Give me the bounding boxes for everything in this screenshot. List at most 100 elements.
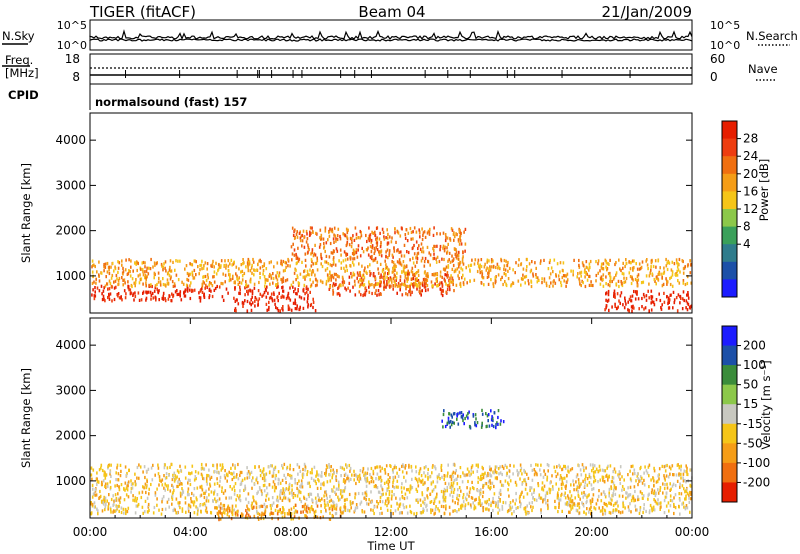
scatter-cell bbox=[463, 230, 465, 234]
scatter-cell bbox=[337, 480, 340, 484]
scatter-cell bbox=[252, 260, 255, 264]
scatter-cell bbox=[663, 511, 666, 515]
scatter-cell bbox=[141, 261, 144, 265]
scatter-cell bbox=[420, 474, 423, 478]
scatter-cell bbox=[298, 307, 300, 312]
scatter-cell bbox=[306, 269, 309, 273]
scatter-cell bbox=[393, 486, 396, 490]
scatter-cell bbox=[302, 306, 305, 310]
scatter-cell bbox=[208, 474, 211, 478]
scatter-cell bbox=[551, 485, 554, 489]
scatter-cell bbox=[303, 462, 306, 466]
scatter-cell bbox=[123, 278, 126, 282]
scatter-cell bbox=[650, 506, 653, 510]
scatter-cell bbox=[593, 476, 596, 480]
scatter-cell bbox=[171, 483, 173, 487]
scatter-cell bbox=[534, 470, 537, 474]
scatter-cell bbox=[97, 480, 100, 484]
scatter-cell bbox=[386, 283, 389, 287]
scatter-cell bbox=[610, 486, 613, 491]
scatter-cell bbox=[461, 276, 463, 280]
scatter-cell bbox=[156, 487, 158, 491]
scatter-cell bbox=[205, 476, 208, 480]
scatter-cell bbox=[307, 492, 310, 497]
scatter-cell bbox=[149, 267, 152, 271]
scatter-cell bbox=[445, 235, 447, 239]
scatter-cell bbox=[405, 479, 407, 483]
scatter-cell bbox=[670, 467, 672, 471]
scatter-cell bbox=[244, 487, 246, 491]
scatter-cell bbox=[333, 470, 335, 474]
scatter-cell bbox=[161, 483, 164, 487]
scatter-cell bbox=[660, 307, 663, 311]
scatter-cell bbox=[310, 492, 313, 496]
scatter-cell bbox=[446, 273, 448, 277]
scatter-cell bbox=[234, 299, 237, 303]
scatter-cell bbox=[162, 265, 164, 269]
scatter-cell bbox=[415, 240, 418, 244]
scatter-cell bbox=[351, 261, 354, 265]
scatter-cell bbox=[221, 514, 224, 518]
scatter-cell bbox=[202, 275, 204, 279]
scatter-cell bbox=[357, 280, 360, 284]
scatter-cell bbox=[408, 490, 411, 494]
scatter-cell bbox=[346, 268, 348, 273]
scatter-cell bbox=[423, 501, 426, 505]
scatter-cell bbox=[296, 510, 299, 514]
scatter-cell bbox=[156, 497, 158, 501]
scatter-cell bbox=[396, 479, 399, 483]
scatter-cell bbox=[434, 273, 436, 277]
scatter-cell bbox=[193, 500, 196, 504]
scatter-cell bbox=[336, 292, 339, 296]
scatter-cell bbox=[349, 289, 351, 293]
scatter-cell bbox=[406, 488, 408, 492]
scatter-cell bbox=[442, 246, 444, 250]
scatter-cell bbox=[642, 292, 645, 297]
scatter-cell bbox=[336, 234, 339, 238]
scatter-cell bbox=[580, 473, 583, 477]
scatter-cell bbox=[255, 506, 258, 510]
scatter-cell bbox=[287, 257, 289, 262]
scatter-cell bbox=[121, 263, 123, 267]
scatter-cell bbox=[396, 502, 398, 506]
scatter-cell bbox=[686, 472, 689, 477]
scatter-cell bbox=[648, 485, 650, 489]
scatter-cell bbox=[270, 274, 272, 278]
scatter-cell bbox=[314, 253, 317, 257]
scatter-cell bbox=[322, 482, 325, 486]
scatter-cell bbox=[171, 497, 174, 501]
scatter-cell bbox=[583, 490, 585, 495]
scatter-cell bbox=[109, 472, 111, 476]
scatter-cell bbox=[449, 425, 451, 429]
scatter-cell bbox=[128, 288, 130, 292]
scatter-cell bbox=[680, 468, 682, 472]
scatter-cell bbox=[489, 472, 491, 476]
scatter-cell bbox=[468, 424, 471, 429]
scatter-cell bbox=[427, 467, 429, 472]
scatter-cell bbox=[316, 486, 319, 490]
scatter-cell bbox=[406, 284, 408, 288]
scatter-cell bbox=[412, 284, 414, 288]
scatter-cell bbox=[198, 291, 200, 295]
scatter-cell bbox=[104, 484, 106, 488]
scatter-cell bbox=[477, 476, 480, 480]
scatter-cell bbox=[110, 276, 113, 280]
scatter-cell bbox=[246, 504, 248, 508]
scatter-cell bbox=[91, 281, 94, 285]
scatter-cell bbox=[91, 495, 94, 499]
scatter-cell bbox=[348, 275, 351, 279]
scatter-cell bbox=[272, 276, 275, 281]
scatter-cell bbox=[370, 240, 373, 244]
scatter-cell bbox=[429, 253, 432, 257]
scatter-cell bbox=[624, 264, 626, 269]
scatter-cell bbox=[363, 292, 365, 296]
scatter-cell bbox=[584, 284, 587, 289]
colorbar-segment bbox=[722, 173, 737, 192]
scatter-cell bbox=[649, 503, 652, 508]
scatter-cell bbox=[159, 283, 162, 287]
scatter-cell bbox=[634, 498, 637, 502]
scatter-cell bbox=[568, 499, 570, 504]
scatter-cell bbox=[653, 479, 655, 483]
scatter-cell bbox=[407, 275, 409, 279]
scatter-cell bbox=[301, 505, 304, 509]
